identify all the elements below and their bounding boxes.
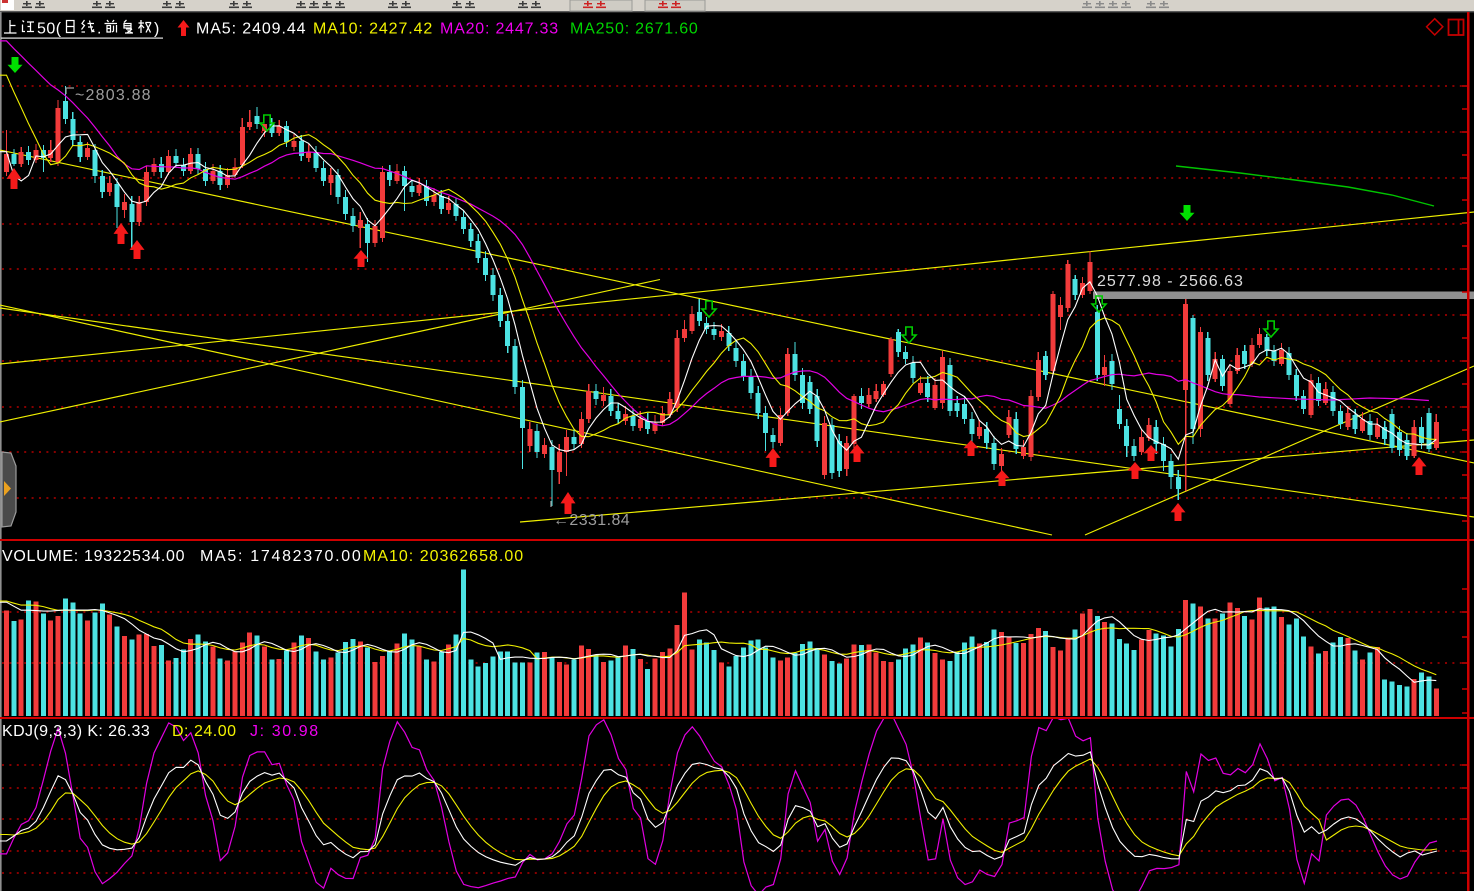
svg-text:←2331.84: ←2331.84 bbox=[553, 512, 630, 529]
svg-text:~2803.88: ~2803.88 bbox=[75, 87, 152, 104]
svg-text:D: 24.00: D: 24.00 bbox=[172, 723, 236, 740]
svg-text:): ) bbox=[154, 21, 159, 38]
svg-text:MA10: 20362658.00: MA10: 20362658.00 bbox=[363, 548, 524, 565]
svg-text:MA5: 17482370.00: MA5: 17482370.00 bbox=[200, 548, 362, 565]
svg-text:VOLUME: 19322534.00: VOLUME: 19322534.00 bbox=[2, 548, 185, 565]
svg-text:MA20: 2447.33: MA20: 2447.33 bbox=[440, 21, 559, 38]
svg-text:MA250: 2671.60: MA250: 2671.60 bbox=[570, 21, 699, 38]
svg-text:.: . bbox=[97, 21, 101, 38]
svg-text:J: 30.98: J: 30.98 bbox=[250, 723, 320, 740]
svg-text:MA5: 2409.44: MA5: 2409.44 bbox=[196, 21, 306, 38]
svg-text:MA10: 2427.42: MA10: 2427.42 bbox=[313, 21, 433, 38]
svg-text:50(: 50( bbox=[37, 21, 62, 38]
svg-text:KDJ(9,3,3) K: 26.33: KDJ(9,3,3) K: 26.33 bbox=[2, 723, 150, 740]
svg-text:2577.98 - 2566.63: 2577.98 - 2566.63 bbox=[1097, 273, 1244, 290]
